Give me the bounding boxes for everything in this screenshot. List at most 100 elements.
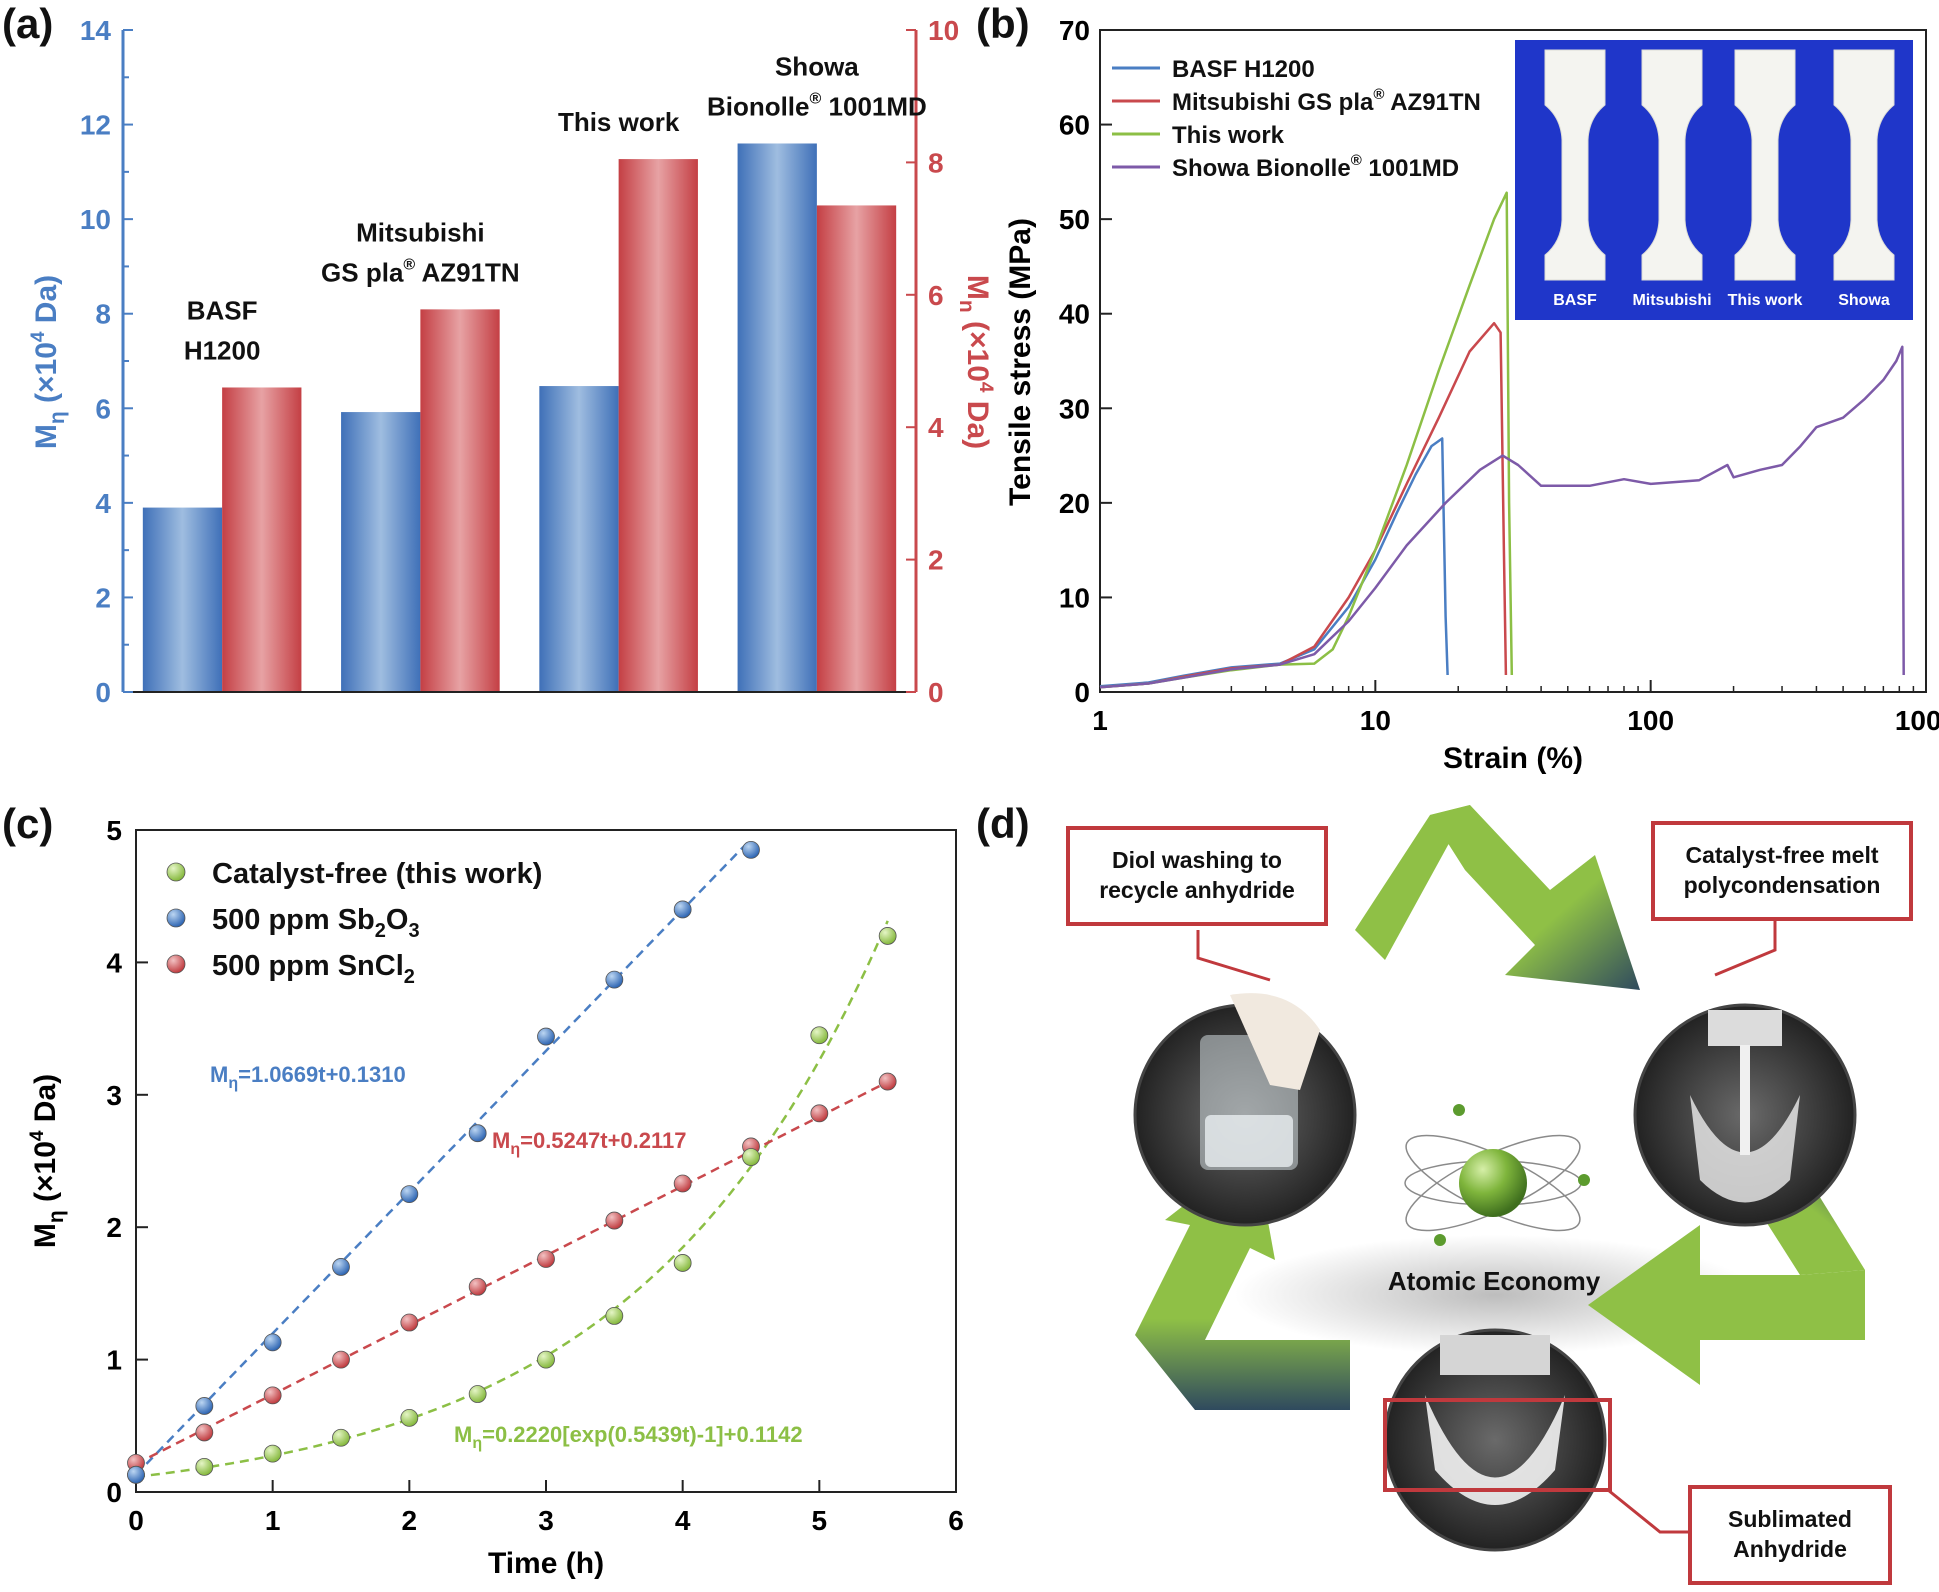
data-point-sncl2	[195, 1423, 214, 1442]
x-tick-label: 1	[1092, 705, 1108, 736]
data-point-sb2o3	[263, 1333, 282, 1352]
data-point-sncl2	[810, 1104, 829, 1123]
data-point-sb2o3	[468, 1124, 487, 1143]
category-label: This work	[558, 107, 680, 137]
fit-equations: Mη=0.2220[exp(0.5439t)-1]+0.1142 Mη=1.066…	[210, 1062, 803, 1452]
fit-line-sncl2	[135, 1080, 889, 1466]
tick-label-left: 4	[95, 488, 111, 519]
tick-label-right: 10	[928, 15, 959, 46]
tick-label-right: 6	[928, 280, 944, 311]
data-point-catalyst-free	[810, 1026, 829, 1045]
data-point-catalyst-free	[673, 1254, 692, 1272]
fit-line-catalyst-free	[135, 920, 889, 1479]
legend-label: Showa Bionolle® 1001MD	[1172, 152, 1459, 182]
category-label: GS pla® AZ91TN	[321, 256, 520, 287]
tick-label-left: 0	[95, 677, 111, 708]
label-rest: O	[386, 904, 409, 936]
panel-label-d: (d)	[976, 800, 1030, 847]
data-point-catalyst-free	[537, 1350, 555, 1369]
dogbone-specimen	[1641, 49, 1703, 281]
tick-label-left: 2	[95, 582, 111, 613]
specimens	[1544, 49, 1895, 281]
legend-label-rest: 1001MD	[1362, 155, 1459, 182]
legend-label: BASF H1200	[1172, 56, 1315, 83]
callout-box	[1651, 821, 1913, 921]
bar-red	[618, 159, 698, 693]
data-point-sb2o3	[673, 900, 692, 919]
data-point-sncl2	[468, 1277, 487, 1296]
photo-sublimation	[1383, 1328, 1612, 1552]
subscript: 2	[404, 966, 415, 988]
subscript: η	[228, 1075, 238, 1092]
category-label: BASF	[187, 295, 258, 325]
stirrer-head	[1708, 1010, 1782, 1046]
callout-text: Sublimated	[1728, 1506, 1852, 1532]
tick-label-left: 10	[80, 204, 111, 235]
x-tick-label: 4	[675, 1505, 691, 1536]
y-tick-label: 60	[1059, 110, 1090, 141]
equation-body: =1.0669t+0.1310	[238, 1062, 406, 1087]
y-tick-label: 2	[106, 1212, 122, 1243]
x-tick-label: 2	[402, 1505, 418, 1536]
panel-label-c: (c)	[2, 800, 53, 847]
fit-equation: Mη=1.0669t+0.1310	[210, 1062, 406, 1092]
x-tick-label: 1	[265, 1505, 281, 1536]
curve-showa	[1099, 345, 1905, 689]
fit-lines	[135, 838, 889, 1479]
fit-line-sb2o3	[135, 838, 752, 1476]
fit-equation: Mη=0.5247t+0.2117	[492, 1128, 687, 1158]
recycle-arrow-top-left	[1355, 805, 1470, 960]
registered-mark: ®	[1351, 152, 1362, 169]
data-point-sb2o3	[400, 1185, 419, 1203]
data-points	[127, 840, 897, 1484]
inset-label: Showa	[1838, 292, 1890, 309]
recycle-arrow-bottom	[1588, 1225, 1865, 1385]
y-axis-left-title: Mη (×104 Da)	[28, 275, 69, 449]
legend-label: 500 ppm Sb2O3	[212, 904, 420, 942]
inset-photo: BASF Mitsubishi This work Showa	[1515, 40, 1913, 320]
leader-line	[1196, 930, 1271, 982]
dogbone-specimen	[1734, 49, 1796, 281]
label-rest: 1001MD	[821, 91, 927, 121]
data-point-catalyst-free	[195, 1457, 214, 1476]
y-axis-title: Tensile stress (MPa)	[1004, 218, 1037, 506]
bar-blue	[341, 412, 421, 692]
plot-frame	[1099, 29, 1927, 693]
data-point-catalyst-free	[742, 1148, 760, 1166]
callout-text: Anhydride	[1733, 1536, 1847, 1562]
center-label: Atomic Economy	[1388, 1266, 1601, 1296]
dogbone-specimen	[1833, 49, 1895, 281]
legend-label: This work	[1172, 122, 1285, 149]
category-label: Showa	[775, 51, 859, 81]
subscript: 2	[375, 920, 386, 942]
reactor-head	[1440, 1335, 1550, 1375]
y-tick-label: 70	[1059, 15, 1090, 46]
bar-blue	[737, 143, 817, 692]
tick-label-right: 2	[928, 545, 944, 576]
registered-mark: ®	[810, 90, 822, 107]
legend: BASF H1200 Mitsubishi GS pla® AZ91TN This …	[1112, 56, 1481, 182]
curve-group	[1099, 191, 1905, 689]
data-point-sb2o3	[195, 1397, 214, 1415]
electron	[1578, 1174, 1590, 1186]
bar-blue	[142, 507, 223, 692]
subscript: η	[510, 1141, 520, 1158]
axis-ticks: 0 2 4 6 8 10 12 14 0 2 4 6 8 10	[80, 15, 959, 708]
electron	[1453, 1104, 1465, 1116]
data-point-sncl2	[537, 1250, 555, 1268]
y-tick-label: 10	[1059, 582, 1090, 613]
data-point-catalyst-free	[878, 927, 897, 945]
data-point-catalyst-free	[400, 1408, 419, 1427]
tick-label-right: 0	[928, 677, 944, 708]
data-point-catalyst-free	[468, 1385, 487, 1403]
y-tick-label: 5	[106, 815, 122, 846]
glove	[1230, 993, 1320, 1090]
y-tick-label: 4	[106, 947, 122, 978]
data-point-sncl2	[400, 1313, 419, 1332]
flask	[1690, 1095, 1800, 1203]
y-tick-label: 50	[1059, 204, 1090, 235]
inset-label: BASF	[1553, 292, 1597, 309]
